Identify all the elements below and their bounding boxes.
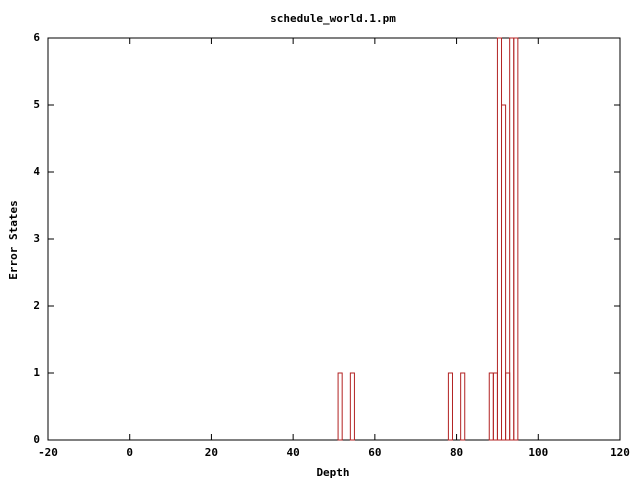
- bar: [349, 372, 355, 441]
- bar: [492, 372, 498, 441]
- y-tick-label: 1: [33, 366, 40, 379]
- x-tick-label: 120: [610, 446, 630, 459]
- y-tick-label: 4: [33, 165, 40, 178]
- bar: [337, 372, 343, 441]
- x-tick-label: -20: [38, 446, 58, 459]
- x-tick-label: 0: [126, 446, 133, 459]
- y-tick-label: 5: [33, 98, 40, 111]
- y-tick-label: 2: [33, 299, 40, 312]
- y-tick-label: 3: [33, 232, 40, 245]
- y-axis-label: Error States: [7, 200, 20, 279]
- bar: [509, 37, 515, 441]
- bar: [501, 104, 507, 441]
- bar: [513, 37, 519, 441]
- x-axis-label: Depth: [316, 466, 349, 479]
- x-tick-label: 60: [368, 446, 381, 459]
- bar: [496, 37, 503, 441]
- bar: [488, 372, 494, 441]
- bar: [505, 372, 511, 441]
- y-tick-label: 0: [33, 433, 40, 446]
- plot-frame: [47, 37, 621, 441]
- x-tick-label: 80: [450, 446, 463, 459]
- bar: [447, 372, 453, 441]
- x-tick-label: 100: [528, 446, 548, 459]
- bar: [460, 372, 466, 441]
- x-tick-label: 40: [287, 446, 300, 459]
- x-tick-label: 20: [205, 446, 218, 459]
- y-tick-label: 6: [33, 31, 40, 44]
- chart-title: schedule_world.1.pm: [270, 12, 396, 25]
